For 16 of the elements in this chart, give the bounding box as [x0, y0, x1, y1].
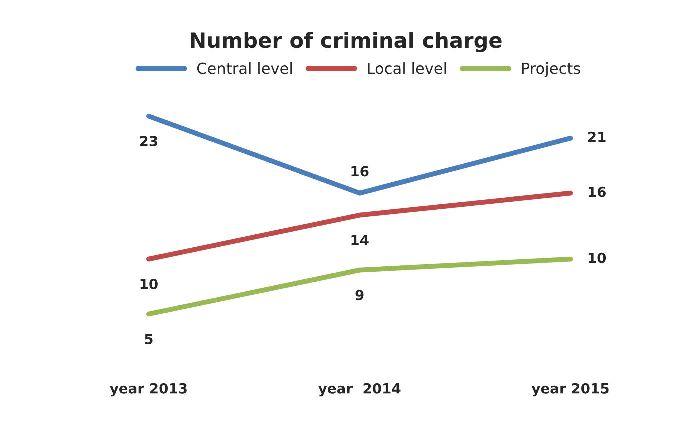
chart-title: Number of criminal charge	[191, 32, 502, 52]
data-label: 23	[140, 136, 158, 147]
data-label: 21	[588, 132, 606, 142]
data-label: 14	[352, 235, 369, 246]
data-label: 16	[352, 166, 369, 177]
x-tick-label: year 2014	[318, 383, 401, 397]
x-tick-label: year 2013	[110, 383, 187, 397]
legend-label: Local level	[368, 62, 446, 74]
data-label: 10	[588, 252, 606, 264]
data-label: 9	[356, 290, 364, 301]
data-label: 10	[140, 279, 158, 290]
legend-label: Projects	[522, 62, 580, 78]
x-tick-label: year 2015	[532, 383, 609, 397]
data-label: 16	[588, 186, 606, 198]
data-label: 5	[145, 334, 153, 344]
legend-label: Central level	[197, 62, 292, 74]
